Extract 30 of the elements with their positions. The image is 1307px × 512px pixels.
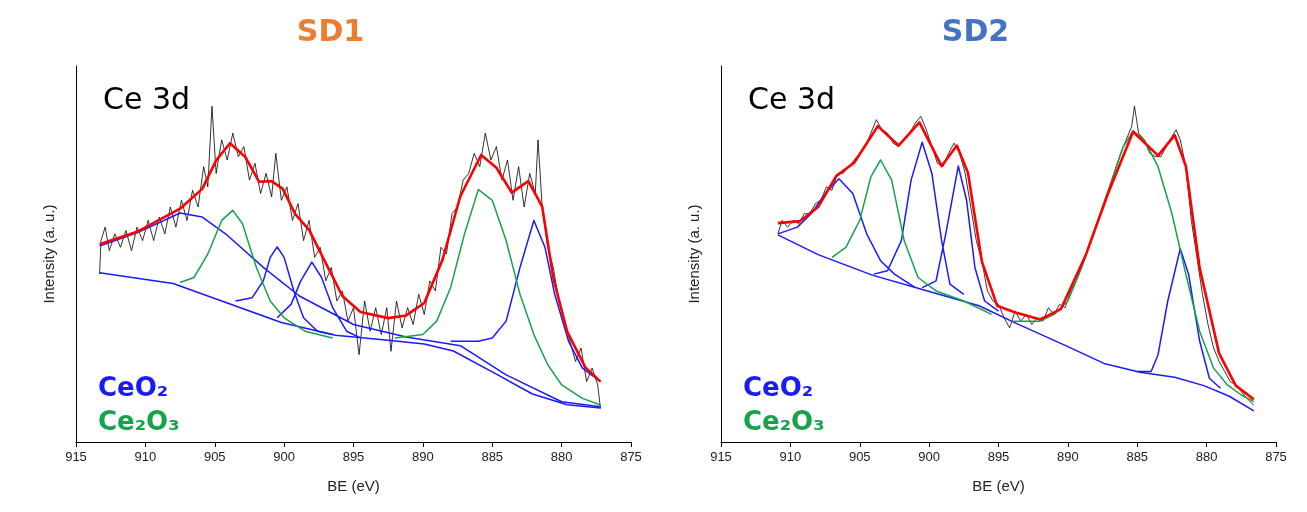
x-tick-label: 880 — [1195, 449, 1218, 464]
x-tick-label: 875 — [1265, 449, 1287, 464]
text: Ce₂O₃ — [98, 406, 180, 436]
x-tick-label: 885 — [1126, 449, 1149, 464]
x-tick-label: 890 — [412, 449, 434, 464]
annotation: Ce 3d — [103, 80, 191, 116]
x-tick-label: 910 — [779, 449, 802, 464]
x-tick-label: 905 — [848, 449, 871, 464]
annotation: Ce 3d — [748, 80, 836, 116]
x-tick-label: 905 — [203, 449, 226, 464]
x-tick-label: 915 — [710, 449, 732, 464]
text: CeO₂ — [98, 372, 169, 402]
y-axis-title: Intensity (a. u.) — [40, 204, 57, 304]
chart-title: SD1 — [296, 12, 365, 48]
chart-title: SD2 — [941, 12, 1010, 48]
x-tick-label: 890 — [1057, 449, 1079, 464]
x-tick-label: 875 — [620, 449, 642, 464]
x-axis-title: BE (eV) — [327, 477, 380, 494]
x-axis-title: BE (eV) — [972, 477, 1025, 494]
y-axis-title: Intensity (a. u.) — [685, 204, 702, 304]
text: Ce₂O₃ — [743, 406, 825, 436]
x-tick-label: 915 — [65, 449, 87, 464]
x-tick-label: 880 — [550, 449, 573, 464]
x-tick-label: 895 — [987, 449, 1010, 464]
text: CeO₂ — [743, 372, 814, 402]
x-tick-label: 885 — [481, 449, 504, 464]
x-tick-label: 910 — [134, 449, 157, 464]
x-tick-label: 900 — [918, 449, 940, 464]
x-tick-label: 900 — [273, 449, 295, 464]
x-tick-label: 895 — [342, 449, 365, 464]
